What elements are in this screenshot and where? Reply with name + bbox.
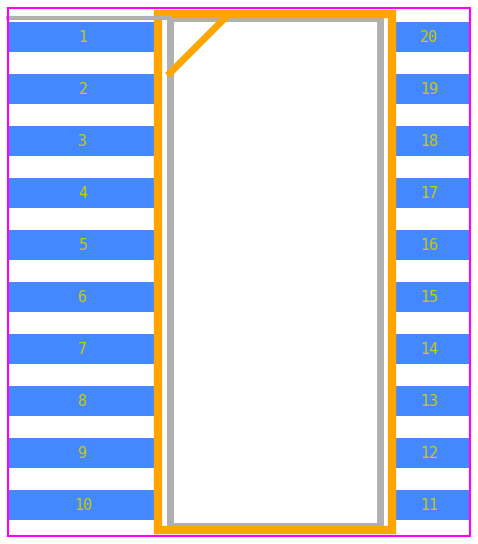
Bar <box>388 230 470 260</box>
Bar <box>170 18 380 526</box>
Text: 2: 2 <box>78 82 87 96</box>
Bar <box>388 22 470 52</box>
Text: 7: 7 <box>78 342 87 356</box>
Bar <box>388 490 470 520</box>
Bar <box>388 334 470 364</box>
Text: 12: 12 <box>420 446 438 461</box>
Text: 10: 10 <box>74 498 92 512</box>
Text: 9: 9 <box>78 446 87 461</box>
Text: 17: 17 <box>420 186 438 201</box>
Text: 20: 20 <box>420 29 438 45</box>
Bar <box>388 386 470 416</box>
Bar <box>388 178 470 208</box>
Text: 1: 1 <box>78 29 87 45</box>
Text: 3: 3 <box>78 133 87 149</box>
Bar <box>8 386 158 416</box>
Text: 13: 13 <box>420 393 438 409</box>
Bar <box>158 14 392 530</box>
Bar <box>8 74 158 104</box>
Bar <box>8 178 158 208</box>
Bar <box>8 282 158 312</box>
Text: 18: 18 <box>420 133 438 149</box>
Bar <box>388 126 470 156</box>
Bar <box>8 490 158 520</box>
Text: 8: 8 <box>78 393 87 409</box>
Text: 11: 11 <box>420 498 438 512</box>
Bar <box>8 230 158 260</box>
Text: 15: 15 <box>420 289 438 305</box>
Bar <box>8 22 158 52</box>
Bar <box>8 438 158 468</box>
Bar <box>388 282 470 312</box>
Text: 6: 6 <box>78 289 87 305</box>
Text: 5: 5 <box>78 238 87 252</box>
Text: 14: 14 <box>420 342 438 356</box>
Text: 4: 4 <box>78 186 87 201</box>
Text: 16: 16 <box>420 238 438 252</box>
Text: 19: 19 <box>420 82 438 96</box>
Bar <box>8 126 158 156</box>
Bar <box>388 438 470 468</box>
Bar <box>8 334 158 364</box>
Bar <box>388 74 470 104</box>
